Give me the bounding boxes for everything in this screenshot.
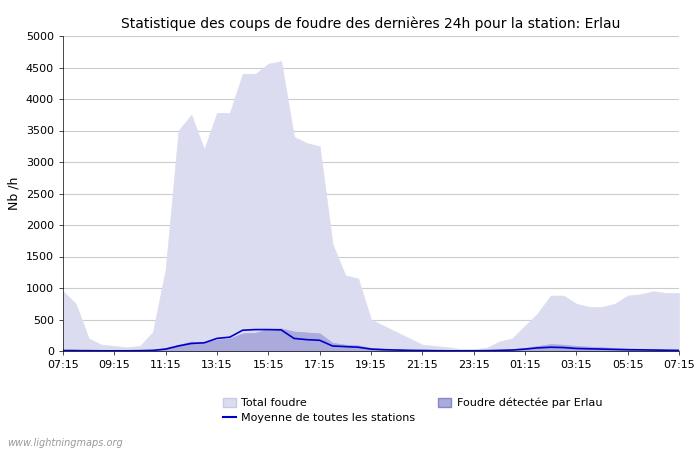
Moyenne de toutes les stations: [675, 348, 683, 353]
Moyenne de toutes les stations: [264, 327, 272, 332]
Moyenne de toutes les stations: [610, 346, 619, 352]
Moyenne de toutes les stations: [495, 348, 503, 353]
Moyenne de toutes les stations: [97, 348, 106, 354]
Moyenne de toutes les stations: [572, 346, 580, 351]
Moyenne de toutes les stations: [59, 348, 67, 353]
Moyenne de toutes les stations: [547, 345, 555, 350]
Text: www.lightningmaps.org: www.lightningmaps.org: [7, 438, 122, 448]
Moyenne de toutes les stations: [200, 340, 209, 346]
Moyenne de toutes les stations: [444, 348, 452, 354]
Moyenne de toutes les stations: [521, 346, 529, 352]
Moyenne de toutes les stations: [239, 328, 247, 333]
Moyenne de toutes les stations: [225, 334, 234, 340]
Moyenne de toutes les stations: [277, 327, 286, 333]
Moyenne de toutes les stations: [624, 347, 632, 352]
Moyenne de toutes les stations: [290, 336, 298, 341]
Moyenne de toutes les stations: [508, 347, 517, 353]
Moyenne de toutes les stations: [354, 345, 363, 350]
Y-axis label: Nb /h: Nb /h: [7, 177, 20, 210]
Moyenne de toutes les stations: [187, 341, 195, 346]
Moyenne de toutes les stations: [328, 343, 337, 349]
Moyenne de toutes les stations: [470, 348, 478, 354]
Moyenne de toutes les stations: [598, 346, 606, 352]
Moyenne de toutes les stations: [302, 337, 311, 342]
Moyenne de toutes les stations: [341, 344, 349, 349]
Moyenne de toutes les stations: [148, 348, 157, 353]
Moyenne de toutes les stations: [636, 347, 645, 352]
Moyenne de toutes les stations: [162, 346, 170, 352]
Moyenne de toutes les stations: [174, 343, 183, 349]
Moyenne de toutes les stations: [482, 348, 491, 353]
Moyenne de toutes les stations: [123, 348, 132, 354]
Moyenne de toutes les stations: [456, 348, 465, 354]
Moyenne de toutes les stations: [431, 348, 440, 353]
Moyenne de toutes les stations: [662, 347, 671, 353]
Moyenne de toutes les stations: [533, 345, 542, 351]
Moyenne de toutes les stations: [251, 327, 260, 332]
Moyenne de toutes les stations: [418, 348, 426, 353]
Moyenne de toutes les stations: [393, 347, 401, 353]
Moyenne de toutes les stations: [213, 336, 221, 341]
Moyenne de toutes les stations: [649, 347, 657, 353]
Moyenne de toutes les stations: [136, 348, 144, 353]
Moyenne de toutes les stations: [71, 348, 80, 353]
Moyenne de toutes les stations: [85, 348, 93, 353]
Moyenne de toutes les stations: [379, 347, 388, 352]
Line: Moyenne de toutes les stations: Moyenne de toutes les stations: [63, 329, 679, 351]
Moyenne de toutes les stations: [405, 348, 414, 353]
Moyenne de toutes les stations: [559, 345, 568, 350]
Moyenne de toutes les stations: [316, 338, 324, 343]
Moyenne de toutes les stations: [367, 346, 375, 352]
Moyenne de toutes les stations: [585, 346, 594, 351]
Legend: Total foudre, Moyenne de toutes les stations, Foudre détectée par Erlau: Total foudre, Moyenne de toutes les stat…: [223, 397, 602, 423]
Title: Statistique des coups de foudre des dernières 24h pour la station: Erlau: Statistique des coups de foudre des dern…: [121, 16, 621, 31]
Moyenne de toutes les stations: [110, 348, 118, 354]
